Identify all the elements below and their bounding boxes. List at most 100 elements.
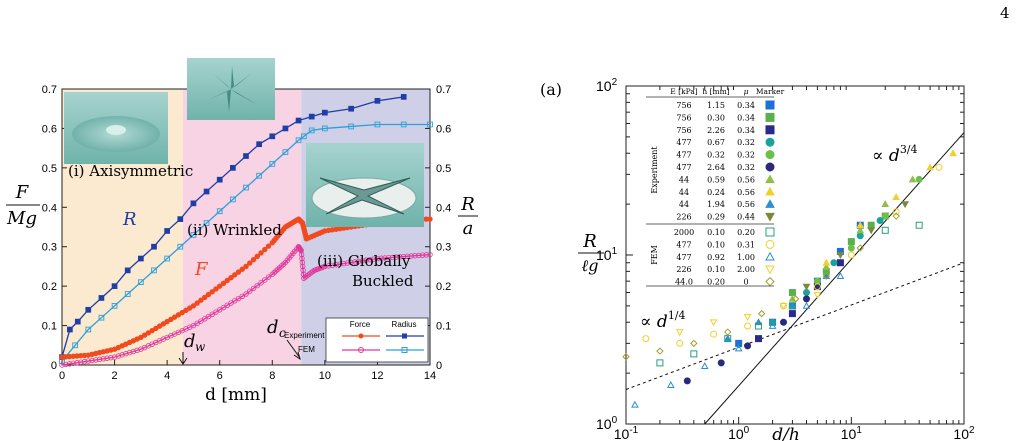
- left-x-tick-label: 10: [319, 370, 331, 382]
- left-data-point: [250, 285, 257, 292]
- marker-circle: [780, 318, 788, 326]
- table-cell: 44.0: [675, 278, 693, 287]
- table-cell: 2000: [674, 228, 694, 237]
- table-cell: 756: [676, 101, 691, 110]
- left-data-point: [85, 358, 91, 364]
- panel-label-a: (a): [540, 80, 562, 99]
- left-data-point: [404, 253, 411, 259]
- dc-sub: c: [279, 326, 286, 340]
- left-data-point: [243, 153, 249, 159]
- left-data-point: [269, 133, 276, 140]
- dw-marker: d w: [178, 331, 206, 365]
- left-data-point: [300, 267, 306, 274]
- left-data-point: [282, 125, 289, 132]
- left-y-tick-label: 0.5: [42, 163, 57, 175]
- left-y-tick-label: 0: [51, 360, 57, 372]
- table-cell: 0.92: [707, 253, 725, 262]
- table-cell: 226: [676, 213, 691, 222]
- marker-square: [755, 335, 763, 343]
- wrinkled-photo: [187, 58, 275, 120]
- left-data-point: [100, 356, 107, 362]
- left-data-point: [254, 282, 260, 289]
- left-data-point: [300, 263, 306, 270]
- table-cell: 756: [676, 113, 691, 122]
- left-data-point: [190, 232, 197, 238]
- left-data-point: [119, 352, 125, 358]
- left-data-point: [333, 262, 339, 268]
- left-data-point: [243, 184, 249, 191]
- marker-triangle: [765, 251, 775, 261]
- left-data-point: [348, 105, 354, 112]
- left-data-point: [151, 243, 157, 250]
- table-cell: 0.20: [707, 278, 725, 287]
- marker-triangle-down: [867, 227, 876, 235]
- left-data-point: [427, 121, 433, 128]
- left-x-tick-label: 14: [424, 370, 436, 382]
- marker-triangle: [768, 321, 777, 329]
- marker-circle: [830, 259, 838, 267]
- marker-square: [881, 226, 889, 234]
- left-data-point: [74, 360, 80, 366]
- left-data-point: [393, 254, 399, 260]
- left-data-point: [243, 263, 249, 270]
- table-cell: 0.56: [737, 188, 755, 197]
- left-data-point: [374, 97, 381, 104]
- table-cell: 44: [679, 200, 689, 209]
- left-data-point: [228, 274, 234, 281]
- legend-row-experiment: Experiment: [284, 331, 325, 340]
- table-cell: 0.56: [737, 175, 755, 184]
- left-data-point: [298, 247, 304, 254]
- marker-square: [847, 238, 855, 246]
- left-y-tick-label: 0.7: [42, 84, 57, 96]
- left-data-point: [359, 258, 366, 264]
- marker-table: E [kPa] h [mm] μ Marker 756 1.15 0.34 756 0.30 0…: [646, 87, 785, 287]
- table-cell: 0.34: [737, 101, 755, 110]
- left-data-point: [329, 262, 336, 269]
- left-data-point: [250, 256, 257, 263]
- table-cell: 0.32: [737, 151, 755, 160]
- marker-triangle: [765, 199, 775, 208]
- left-data-point: [337, 261, 343, 267]
- left-legend: Force Radius Experiment FEM: [284, 317, 429, 363]
- region-label-axisymmetric: (i) Axisymmetric: [68, 162, 193, 180]
- left-data-point: [322, 109, 328, 116]
- axisymmetric-photo: [64, 92, 168, 164]
- left-data-point: [419, 252, 426, 258]
- legend-col-radius: Radius: [392, 320, 417, 329]
- marker-triangle: [754, 318, 763, 326]
- marker-circle: [915, 175, 923, 183]
- left-data-point: [164, 228, 170, 234]
- marker-square: [755, 322, 763, 330]
- left-data-point: [400, 94, 407, 100]
- left-data-point: [378, 255, 384, 261]
- table-cell: 0.20: [737, 228, 755, 237]
- left-data-point: [194, 300, 200, 306]
- left-data-point: [298, 251, 305, 258]
- left-data-point: [190, 303, 197, 309]
- left-data-point: [385, 254, 392, 261]
- left-x-tick-label: 12: [371, 370, 383, 382]
- marker-triangle: [631, 400, 639, 408]
- right-x-tick-label: 100: [728, 425, 750, 441]
- left-data-point: [98, 314, 105, 321]
- table-cell: 44: [679, 188, 689, 197]
- left-data-point: [126, 349, 133, 356]
- marker-circle: [765, 150, 775, 160]
- left-data-point: [217, 283, 223, 289]
- left-x-axis-label: d [mm]: [205, 385, 267, 405]
- table-cell: 0.31: [737, 240, 755, 249]
- marker-triangle: [802, 301, 811, 309]
- left-data-point: [325, 263, 332, 269]
- left-data-point: [400, 121, 407, 128]
- left-x-tick-label: 2: [112, 370, 118, 382]
- marker-circle: [813, 283, 821, 291]
- left-data-point: [300, 133, 307, 140]
- marker-triangle-down: [675, 329, 684, 337]
- marker-circle: [802, 295, 810, 303]
- slope-low-label: ∝ d1/4: [640, 309, 686, 332]
- right-y-axis-label: R ℓg: [578, 231, 604, 275]
- table-cell: 1.00: [737, 253, 755, 262]
- marker-triangle-down: [901, 201, 909, 209]
- left-data-point: [123, 351, 129, 357]
